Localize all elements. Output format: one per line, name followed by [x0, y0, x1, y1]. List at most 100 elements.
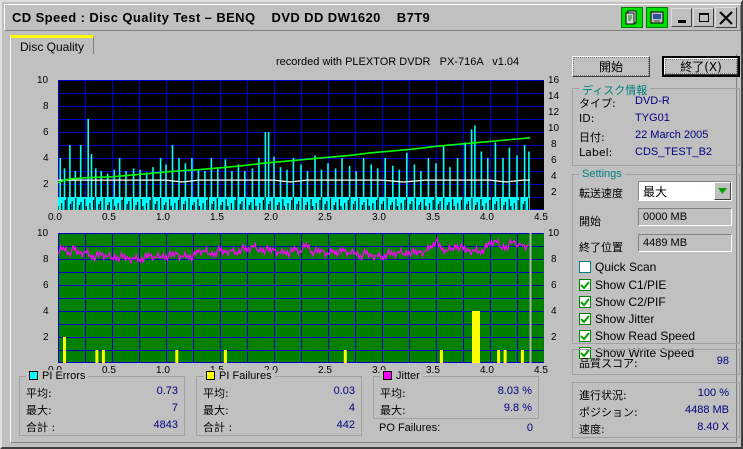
bot-xtick-8: 4.0 [480, 365, 494, 376]
top-ytick-6: 6 [43, 127, 49, 138]
progress-label: 進行状況: [579, 389, 627, 402]
checkbox-label: Show C1/PIE [595, 278, 667, 292]
pi-errors-total-value: 4843 [153, 419, 178, 431]
transfer-speed-select[interactable]: 最大 [638, 181, 732, 201]
top-plot-svg [58, 80, 544, 210]
jitter-avg-label: 平均: [380, 387, 406, 400]
checkbox-label: Show Jitter [595, 312, 655, 326]
copy-icon[interactable] [621, 7, 643, 28]
bottom-chart: 10 8 6 4 2 10 8 6 4 2 [11, 219, 571, 376]
pi-errors-avg-value: 0.73 [156, 385, 178, 397]
pi-failures-swatch [206, 371, 215, 380]
bottom-plot-svg [58, 233, 544, 363]
transfer-speed-value: 最大 [643, 184, 668, 199]
bottom-plot-area [58, 233, 544, 363]
pi-failures-total-label: 合計 : [203, 421, 233, 434]
start-pos-input[interactable]: 0000 MB [638, 208, 732, 226]
disc-info-group: ディスク情報 タイプ: DVD-R ID: TYG01 日付: 22 March… [572, 82, 740, 166]
bot-xtick-2: 1.0 [156, 365, 170, 376]
bot-xtick-7: 3.5 [426, 365, 440, 376]
top-xtick-1: 0.5 [102, 212, 116, 223]
bot-y2tick-10: 10 [548, 228, 560, 239]
title-bar: CD Speed : Disc Quality Test – BENQ DVD … [4, 4, 741, 31]
start-button-label: 開始 [573, 57, 649, 76]
pi-failures-avg-label: 平均: [203, 387, 229, 400]
bot-y2tick-2: 2 [551, 332, 557, 343]
start-button[interactable]: 開始 [572, 56, 650, 77]
po-failures-row: PO Failures: 0 [373, 422, 539, 438]
jitter-swatch [383, 371, 392, 380]
jitter-caption: Jitter [380, 370, 423, 382]
start-pos-label: 開始 [579, 215, 601, 228]
maximize-icon [698, 13, 709, 22]
checkbox-show-c2-pif[interactable]: Show C2/PIF [579, 295, 666, 309]
pi-failures-group: PI Failures 平均: 0.03 最大: 4 合計 : 442 [196, 370, 362, 436]
top-y2tick-12: 12 [548, 107, 560, 118]
start-pos-value: 0000 MB [643, 211, 688, 223]
minimize-button[interactable] [671, 8, 692, 27]
bot-xtick-5: 2.5 [318, 365, 332, 376]
disc-info-caption: ディスク情報 [579, 82, 651, 98]
disc-id-value: TYG01 [635, 112, 670, 124]
bot-y2tick-6: 6 [551, 280, 557, 291]
tab-disc-quality[interactable]: Disc Quality [10, 35, 95, 55]
client-area: recorded with PLEXTOR DVDR PX-716A v1.04… [10, 54, 740, 443]
checkbox-show-read-speed[interactable]: Show Read Speed [579, 329, 695, 343]
disc-date-value: 22 March 2005 [635, 129, 709, 141]
pi-errors-total-label: 合計 : [26, 421, 56, 434]
po-failures-label: PO Failures: [379, 422, 441, 434]
jitter-max-value: 9.8 % [503, 402, 532, 414]
position-value: 4488 MB [684, 404, 729, 416]
top-xtick-6: 3.0 [372, 212, 386, 223]
end-pos-input[interactable]: 4489 MB [638, 234, 732, 252]
close-button[interactable] [715, 7, 737, 28]
stop-button[interactable]: 終了(X) [662, 56, 740, 77]
disc-type-value: DVD-R [635, 95, 670, 107]
top-y2tick-2: 2 [551, 187, 557, 198]
checkbox-show-c1-pie[interactable]: Show C1/PIE [579, 278, 666, 292]
top-y2tick-14: 14 [548, 91, 560, 102]
top-ytick-8: 8 [43, 101, 49, 112]
chevron-down-icon[interactable] [714, 182, 731, 200]
save-icon[interactable] [646, 7, 668, 28]
top-xtick-9: 4.5 [534, 212, 548, 223]
pi-failures-max-value: 4 [348, 402, 355, 414]
top-y2tick-6: 6 [551, 155, 557, 166]
tab-strip: Disc Quality [10, 35, 737, 55]
jitter-group: Jitter 平均: 8.03 % 最大: 9.8 % [373, 370, 539, 419]
top-y2tick-16: 16 [548, 75, 560, 86]
end-pos-label: 終了位置 [579, 241, 623, 254]
settings-group: Settings 転送速度 最大 開始 0000 MB 終了位置 4489 MB… [572, 168, 740, 360]
checkmark-icon [579, 330, 591, 342]
quality-score-group: 品質スコア: 98 [572, 349, 740, 375]
jitter-avg-value: 8.03 % [497, 385, 532, 397]
maximize-button[interactable] [693, 8, 714, 27]
bot-xtick-1: 0.5 [102, 365, 116, 376]
checkbox-label: Show Read Speed [595, 329, 696, 343]
disc-label-label: Label: [579, 146, 613, 159]
top-y2tick-10: 10 [548, 123, 560, 134]
checkbox-box-icon [579, 261, 591, 273]
checkmark-icon [579, 347, 591, 359]
top-xtick-3: 1.5 [210, 212, 224, 223]
top-ytick-2: 2 [43, 179, 49, 190]
status-group: 進行状況: 100 % ポジション: 4488 MB 速度: 8.40 X [572, 382, 740, 438]
bot-xtick-9: 4.5 [534, 365, 548, 376]
progress-value: 100 % [697, 387, 729, 399]
pi-failures-caption: PI Failures [203, 370, 275, 382]
tab-label: Disc Quality [20, 39, 85, 54]
top-ytick-10: 10 [37, 75, 49, 86]
bot-ytick-2: 2 [43, 332, 49, 343]
recorded-with-label: recorded with PLEXTOR DVDR PX-716A v1.04 [276, 56, 520, 68]
checkbox-quick-scan[interactable]: Quick Scan [579, 260, 656, 274]
stop-button-label: 終了(X) [665, 59, 737, 74]
checkbox-label: Show C2/PIF [595, 295, 666, 309]
pi-errors-swatch [29, 371, 38, 380]
top-chart: 10 8 6 4 2 16 14 12 10 8 6 4 2 [11, 66, 571, 223]
disc-label-value: CDS_TEST_B2 [635, 146, 713, 158]
pi-errors-group: PI Errors 平均: 0.73 最大: 7 合計 : 4843 [19, 370, 185, 436]
checkbox-show-jitter[interactable]: Show Jitter [579, 312, 654, 326]
po-failures-value: 0 [526, 422, 533, 434]
top-xtick-7: 3.5 [426, 212, 440, 223]
